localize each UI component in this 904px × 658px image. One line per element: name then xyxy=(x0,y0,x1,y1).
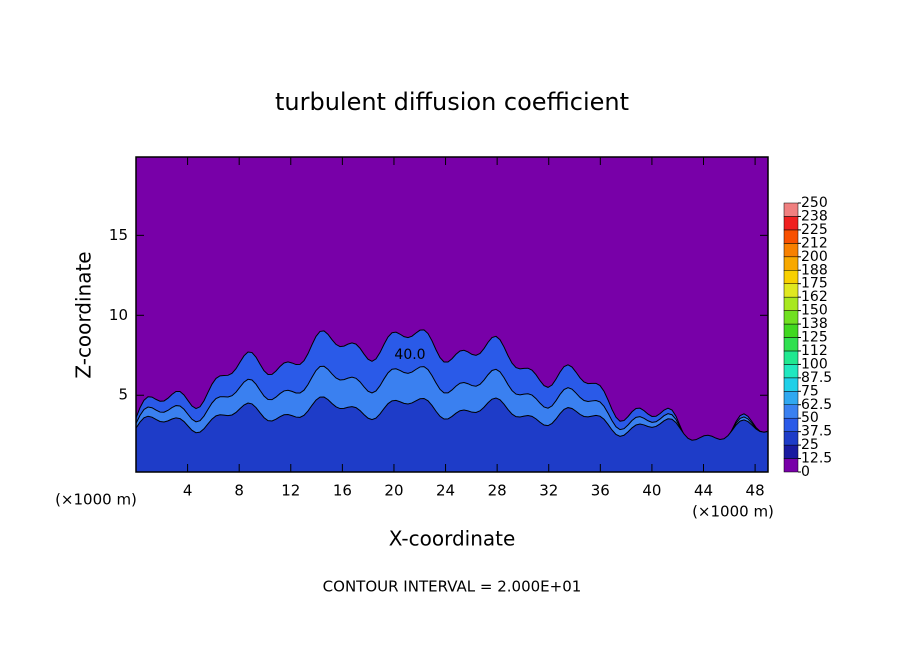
x-tick-label: 4 xyxy=(183,482,193,500)
colorbar-label: 238 xyxy=(801,208,828,224)
colorbar-band xyxy=(783,417,799,432)
x-unit-label: (×1000 m) xyxy=(55,491,137,509)
colorbar-label: 250 xyxy=(801,195,828,211)
colorbar-band xyxy=(783,270,799,284)
colorbar-band xyxy=(783,216,799,231)
x-tick-label: 20 xyxy=(384,482,403,500)
x-tick-label: 44 xyxy=(694,482,713,500)
colorbar-band xyxy=(783,229,799,244)
colorbar-band xyxy=(783,377,799,392)
x-axis-label: X-coordinate xyxy=(389,527,516,551)
colorbar-label: 37.5 xyxy=(801,424,832,440)
colorbar-label: 162 xyxy=(801,289,828,305)
x-tick-label: 40 xyxy=(642,482,661,500)
colorbar-band xyxy=(783,283,799,298)
colorbar-label: 100 xyxy=(801,356,828,372)
plot-frame xyxy=(135,156,769,473)
colorbar-band xyxy=(783,404,799,419)
colorbar-label: 188 xyxy=(801,262,828,278)
colorbar-band xyxy=(783,256,799,271)
colorbar-band xyxy=(783,431,799,446)
colorbar-label: 50 xyxy=(801,410,819,426)
y-tick-label: 10 xyxy=(109,306,128,324)
colorbar-label: 75 xyxy=(801,383,819,399)
chart-title: turbulent diffusion coefficient xyxy=(275,88,629,116)
field-layer xyxy=(135,396,769,473)
colorbar-label: 138 xyxy=(801,316,828,332)
colorbar-band xyxy=(783,350,799,365)
x-tick-label: 24 xyxy=(436,482,455,500)
y-axis-label: Z-coordinate xyxy=(72,251,96,378)
footnote: CONTOUR INTERVAL = 2.000E+01 xyxy=(323,578,582,596)
colorbar-label: 175 xyxy=(801,276,828,292)
colorbar-label: 112 xyxy=(801,343,828,359)
colorbar-band xyxy=(783,364,799,379)
x-tick-label: 28 xyxy=(488,482,507,500)
colorbar-label: 0 xyxy=(801,464,810,480)
colorbar-band xyxy=(783,444,799,459)
colorbar-band xyxy=(783,458,799,473)
colorbar-label: 200 xyxy=(801,249,828,265)
colorbar-band xyxy=(783,310,799,325)
colorbar-band xyxy=(783,323,799,338)
colorbar-label: 225 xyxy=(801,222,828,238)
colorbar-band xyxy=(783,391,799,405)
colorbar-label: 12.5 xyxy=(801,451,832,467)
y-unit-label: (×1000 m) xyxy=(692,503,774,521)
colorbar-label: 125 xyxy=(801,330,828,346)
contour-field xyxy=(135,157,769,473)
colorbar-label: 62.5 xyxy=(801,397,832,413)
colorbar-band xyxy=(783,337,799,352)
contour-label: 40.0 xyxy=(394,347,425,363)
colorbar-band xyxy=(783,202,799,217)
colorbar-label: 25 xyxy=(801,437,819,453)
x-tick-label: 12 xyxy=(281,482,300,500)
y-tick-label: 15 xyxy=(109,226,128,244)
colorbar-label: 150 xyxy=(801,303,828,319)
x-tick-label: 8 xyxy=(234,482,244,500)
x-tick-label: 48 xyxy=(746,482,765,500)
colorbar-label: 212 xyxy=(801,235,828,251)
x-tick-label: 36 xyxy=(591,482,610,500)
colorbar-label: 87.5 xyxy=(801,370,832,386)
y-tick-label: 5 xyxy=(118,386,128,404)
colorbar-band xyxy=(783,296,799,311)
x-tick-label: 32 xyxy=(539,482,558,500)
colorbar-band xyxy=(783,243,799,258)
x-tick-label: 16 xyxy=(333,482,352,500)
